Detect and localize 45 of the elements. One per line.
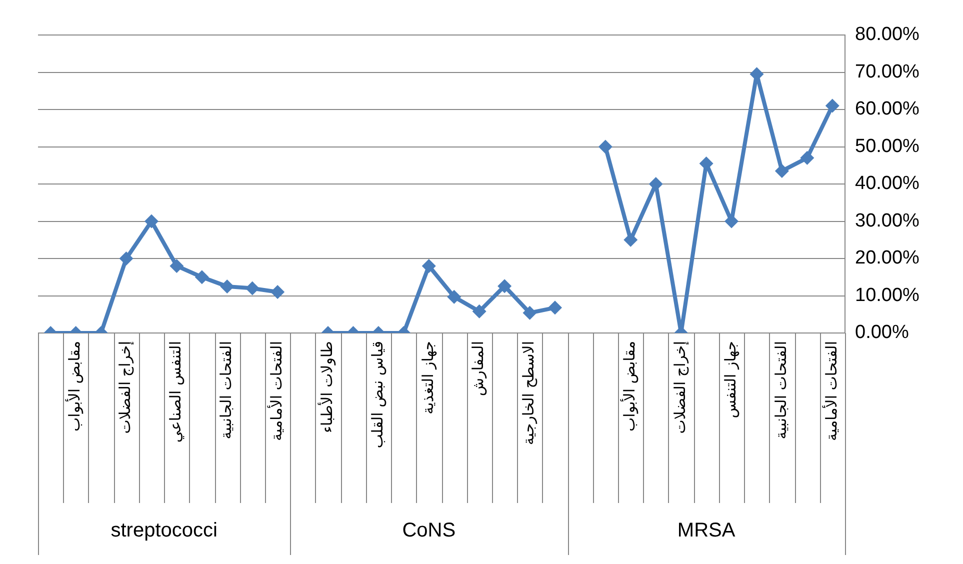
point: [447, 290, 462, 304]
y-tick-label: 60.00%: [855, 98, 920, 120]
point: [825, 98, 840, 113]
point: [270, 285, 285, 300]
x-tick-label: التنفس الصناعي: [166, 341, 185, 443]
point: [598, 140, 612, 154]
x-tick-label: جهاز التنفس: [721, 341, 740, 418]
point: [245, 281, 260, 296]
point: [498, 279, 512, 294]
y-tick-label: 10.00%: [855, 284, 920, 306]
point: [800, 150, 814, 165]
point: [522, 306, 537, 320]
x-tick-label: مقابض الأبواب: [64, 341, 84, 432]
point: [774, 164, 789, 178]
point: [194, 270, 209, 284]
text: streptococci: [110, 520, 218, 542]
x-tick-label: الفتحات الأمامية: [266, 341, 286, 441]
x-tick-label: جهاز التغذية: [418, 341, 437, 414]
x-tick-label: مقابض الأبواب: [620, 341, 639, 432]
text: MRSA: [677, 520, 736, 542]
x-tick-label: الاسطح الخارجية: [520, 341, 538, 446]
y-tick-label: 20.00%: [855, 248, 920, 269]
x-tick-label: الفتحات الجانبية: [217, 341, 236, 440]
y-tick-label: 80.00%: [855, 24, 920, 46]
point: [472, 304, 486, 318]
y-tick-label: 40.00%: [855, 173, 920, 194]
y-tick-label: 0.00%: [855, 322, 909, 344]
x-tick-label: المفارش: [469, 341, 488, 396]
x-tick-label: إخراج الفضلات: [670, 341, 689, 434]
point: [144, 214, 158, 228]
text: CoNS: [402, 520, 456, 542]
x-tick-label: طاولات الأطباء: [316, 341, 336, 434]
point: [170, 258, 184, 273]
point: [119, 252, 134, 266]
point: [422, 258, 436, 273]
x-tick-label: قياس نبض القلب: [368, 341, 386, 448]
y-tick-label: 70.00%: [855, 61, 920, 82]
x-tick-label: إخراج الفضلات: [116, 341, 134, 434]
point: [548, 300, 562, 315]
x-tick-label: الفتحات الجانبية: [772, 341, 790, 440]
y-tick-label: 30.00%: [855, 210, 920, 232]
x-tick-label: الفتحات الأمامية: [821, 341, 840, 441]
y-tick-label: 50.00%: [855, 136, 920, 157]
point: [624, 232, 638, 247]
point: [220, 279, 234, 294]
